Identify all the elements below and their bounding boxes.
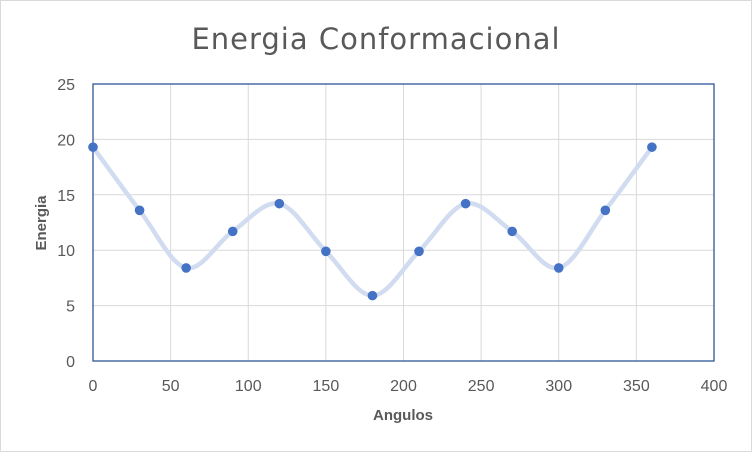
x-tick-label: 300	[545, 378, 572, 395]
data-point	[134, 205, 145, 216]
y-tick-label: 20	[57, 132, 75, 149]
data-point	[507, 226, 517, 237]
y-tick-label: 10	[57, 243, 75, 260]
x-tick-label: 400	[701, 378, 728, 395]
plot-area-border	[92, 83, 715, 362]
x-axis-ticks: 0 50 100 150 200 250 300 350 400	[89, 378, 728, 395]
data-point	[647, 142, 657, 152]
data-point	[553, 263, 564, 273]
x-tick-label: 0	[89, 378, 98, 395]
data-point	[367, 290, 378, 301]
data-point	[274, 198, 285, 209]
y-tick-label: 5	[66, 299, 75, 316]
data-point	[460, 198, 471, 209]
x-tick-label: 150	[313, 378, 340, 395]
gridlines	[92, 83, 715, 362]
y-tick-label: 15	[57, 188, 75, 205]
y-axis-ticks: 0 5 10 15 20 25	[57, 77, 75, 371]
x-tick-label: 350	[623, 378, 650, 395]
x-tick-label: 100	[235, 378, 262, 395]
x-axis-label: Angulos	[373, 407, 433, 424]
data-point	[321, 246, 331, 257]
data-point	[181, 263, 191, 273]
x-tick-label: 200	[390, 378, 417, 395]
chart-title: Energia Conformacional	[191, 22, 560, 56]
data-point	[227, 226, 238, 237]
x-tick-label: 250	[468, 378, 495, 395]
series-line	[90, 144, 655, 298]
data-points	[88, 142, 657, 301]
y-tick-label: 0	[66, 354, 75, 371]
data-point	[600, 205, 611, 216]
series-line-layer	[90, 144, 655, 298]
y-tick-label: 25	[57, 77, 75, 94]
y-axis-label: Energia	[33, 195, 50, 251]
data-point	[88, 142, 98, 152]
x-tick-label: 50	[162, 378, 180, 395]
data-point	[414, 246, 424, 257]
